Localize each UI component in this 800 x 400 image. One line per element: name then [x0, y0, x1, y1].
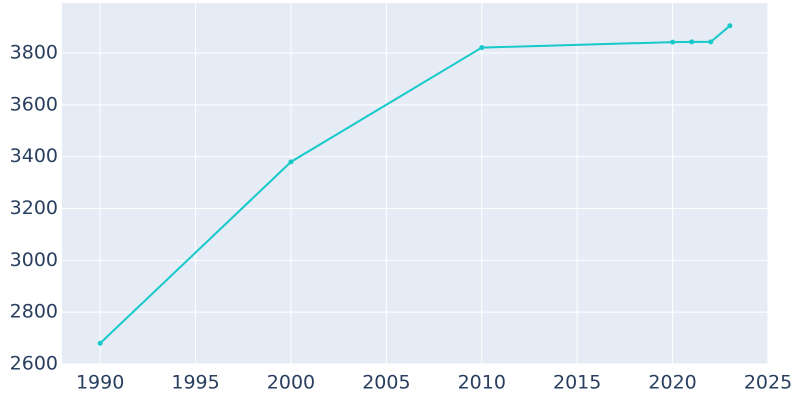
x-tick-label: 2025 — [744, 372, 792, 394]
x-tick-label: 2000 — [267, 372, 315, 394]
point — [689, 39, 695, 45]
y-tick-label: 3600 — [10, 93, 58, 115]
point — [708, 39, 714, 45]
point — [97, 340, 103, 346]
point — [727, 23, 733, 29]
x-tick-label: 1995 — [171, 372, 219, 394]
x-tick-label: 2005 — [362, 372, 410, 394]
y-tick-label: 2600 — [10, 353, 58, 375]
x-tick-label: 2020 — [648, 372, 696, 394]
y-tick-label: 3400 — [10, 145, 58, 167]
y-tick-label: 3000 — [10, 249, 58, 271]
x-tick-label: 2015 — [553, 372, 601, 394]
point — [288, 159, 294, 165]
plot-area — [62, 3, 768, 364]
x-tick-label: 2010 — [458, 372, 506, 394]
x-tick-label: 1990 — [76, 372, 124, 394]
point — [479, 45, 485, 51]
y-tick-label: 3800 — [10, 42, 58, 64]
y-tick-label: 2800 — [10, 301, 58, 323]
point — [670, 39, 676, 45]
y-tick-label: 3200 — [10, 197, 58, 219]
